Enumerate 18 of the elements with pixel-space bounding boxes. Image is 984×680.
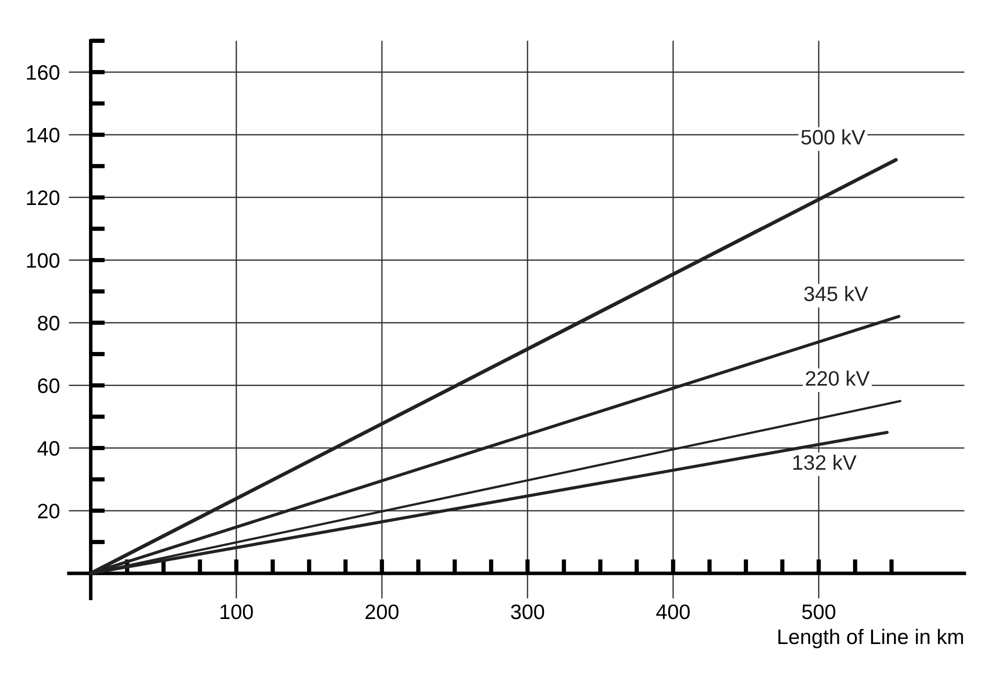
x-tick-label: 400 [656, 604, 690, 620]
series-label: 345 kV [804, 286, 868, 302]
x-axis-title: Length of Line in km [778, 628, 963, 648]
y-tick-label: 60 [38, 378, 60, 394]
x-tick-label: 100 [220, 604, 253, 620]
y-tick-label: 160 [26, 65, 60, 80]
x-tick-label: 500 [802, 604, 836, 620]
x-tick-label: 300 [510, 604, 544, 620]
y-tick-label: 100 [26, 253, 60, 268]
series-label: 220 kV [806, 370, 870, 386]
y-tick-label: 20 [38, 504, 60, 518]
y-tick-label: 140 [26, 128, 60, 143]
y-tick-label: 120 [26, 190, 60, 206]
x-tick-label: 200 [366, 604, 398, 620]
series-label: 500 kV [801, 129, 866, 145]
series-label: 132 kV [793, 454, 857, 470]
y-tick-label: 80 [38, 316, 60, 330]
y-tick-label: 40 [37, 441, 60, 456]
